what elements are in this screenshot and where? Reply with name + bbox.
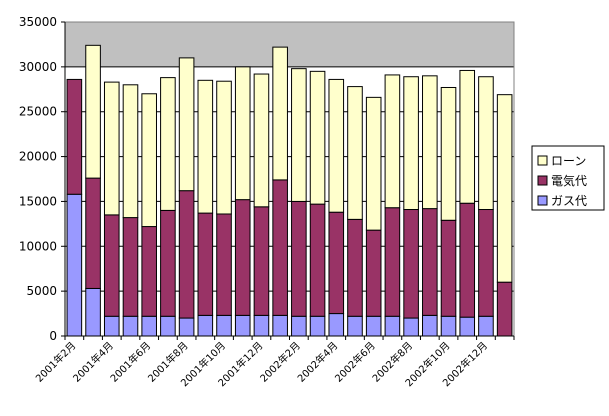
legend-swatch	[537, 155, 548, 166]
bar-segment-electricity	[328, 211, 345, 315]
bar-segment-electricity	[347, 218, 363, 317]
y-tick-label: 35000	[19, 15, 57, 29]
y-tick-label: 5000	[26, 284, 57, 298]
bar-segment-electricity	[85, 177, 101, 289]
bar-segment-electricity	[403, 209, 419, 319]
bar-segment-gas	[234, 314, 251, 337]
bar-segment-loan	[216, 80, 232, 215]
y-tick-label: 30000	[19, 60, 57, 74]
bar-segment-gas	[253, 314, 270, 337]
bar-segment-loan	[403, 76, 419, 211]
bar-segment-loan	[253, 73, 270, 208]
bar-segment-gas	[103, 315, 120, 337]
y-tick-label: 15000	[19, 194, 57, 208]
bar-segment-gas	[440, 315, 457, 337]
bar-segment-loan	[440, 86, 457, 221]
bar-segment-electricity	[478, 209, 494, 317]
y-tick-label: 20000	[19, 150, 57, 164]
bar-segment-loan	[422, 75, 438, 210]
bar-segment-electricity	[365, 229, 382, 317]
bar-segment-gas	[272, 314, 288, 337]
bars	[64, 21, 515, 337]
legend-label: ガス代	[551, 194, 587, 208]
bar-segment-loan	[384, 74, 401, 209]
bar-segment-loan	[496, 94, 513, 283]
bar-segment-electricity	[272, 179, 288, 316]
y-tick-label: 10000	[19, 239, 57, 253]
bar-segment-gas	[291, 315, 307, 337]
bar-segment-electricity	[253, 206, 270, 316]
bar-segment-gas	[478, 315, 494, 337]
bar-segment-loan	[328, 78, 345, 213]
bar-segment-electricity	[309, 203, 326, 317]
bar-segment-loan	[478, 76, 494, 211]
bar-segment-electricity	[291, 200, 307, 317]
y-axis: 0 5000 10000 15000 20000 25000 30000 35000	[19, 15, 66, 343]
bar-segment-electricity	[178, 190, 195, 319]
bar-segment-electricity	[141, 226, 157, 317]
bar-segment-electricity	[66, 78, 83, 195]
bar-segment-gas	[197, 314, 214, 337]
bar-segment-electricity	[384, 207, 401, 317]
x-axis: 2001年2月2001年4月2001年6月2001年8月2001年10月2001…	[33, 335, 515, 389]
bar-segment-gas	[328, 313, 345, 337]
bar-segment-electricity	[234, 199, 251, 316]
bar-segment-loan	[103, 81, 120, 216]
gridlines	[65, 21, 514, 337]
bar-segment-electricity	[422, 208, 438, 316]
bar-segment-loan	[309, 70, 326, 205]
bar-segment-gas	[309, 315, 326, 337]
bar-segment-loan	[365, 96, 382, 231]
bar-segment-loan	[160, 77, 176, 211]
bar-segment-gas	[365, 315, 382, 337]
bar-segment-loan	[141, 93, 157, 228]
bar-segment-loan	[85, 44, 101, 179]
bar-segment-loan	[197, 79, 214, 214]
y-tick-label: 25000	[19, 105, 57, 119]
legend-label: ローン	[551, 154, 586, 168]
bar-segment-electricity	[103, 214, 120, 317]
bar-segment-electricity	[459, 202, 476, 318]
bar-segment-gas	[178, 317, 195, 337]
bar-segment-electricity	[160, 209, 176, 317]
legend-swatch	[537, 175, 548, 186]
bar-segment-gas	[422, 314, 438, 337]
bar-segment-loan	[122, 84, 139, 219]
bar-segment-gas	[160, 315, 176, 337]
bar-segment-gas	[403, 317, 419, 337]
bar-segment-loan	[178, 57, 195, 192]
bar-segment-loan	[291, 68, 307, 202]
bar-segment-gas	[141, 315, 157, 337]
bar-segment-loan	[272, 46, 288, 181]
y-tick-label: 0	[49, 329, 57, 343]
bar-segment-loan	[347, 86, 363, 220]
legend-label: 電気代	[551, 173, 587, 188]
bar-segment-electricity	[440, 219, 457, 317]
bar-segment-gas	[347, 315, 363, 337]
bar-segment-gas	[216, 314, 232, 337]
bar-segment-gas	[384, 315, 401, 337]
bar-segment-electricity	[496, 281, 513, 337]
bar-segment-loan	[459, 69, 476, 204]
bar-segment-gas	[66, 193, 83, 337]
bar-segment-gas	[122, 315, 139, 337]
bar-segment-gas	[85, 287, 101, 337]
bar-segment-gas	[459, 316, 476, 337]
bar-segment-electricity	[197, 212, 214, 316]
bar-segment-electricity	[122, 217, 139, 317]
legend-swatch	[537, 195, 548, 206]
bar-segment-electricity	[216, 213, 232, 316]
bar-segment-loan	[234, 66, 251, 201]
